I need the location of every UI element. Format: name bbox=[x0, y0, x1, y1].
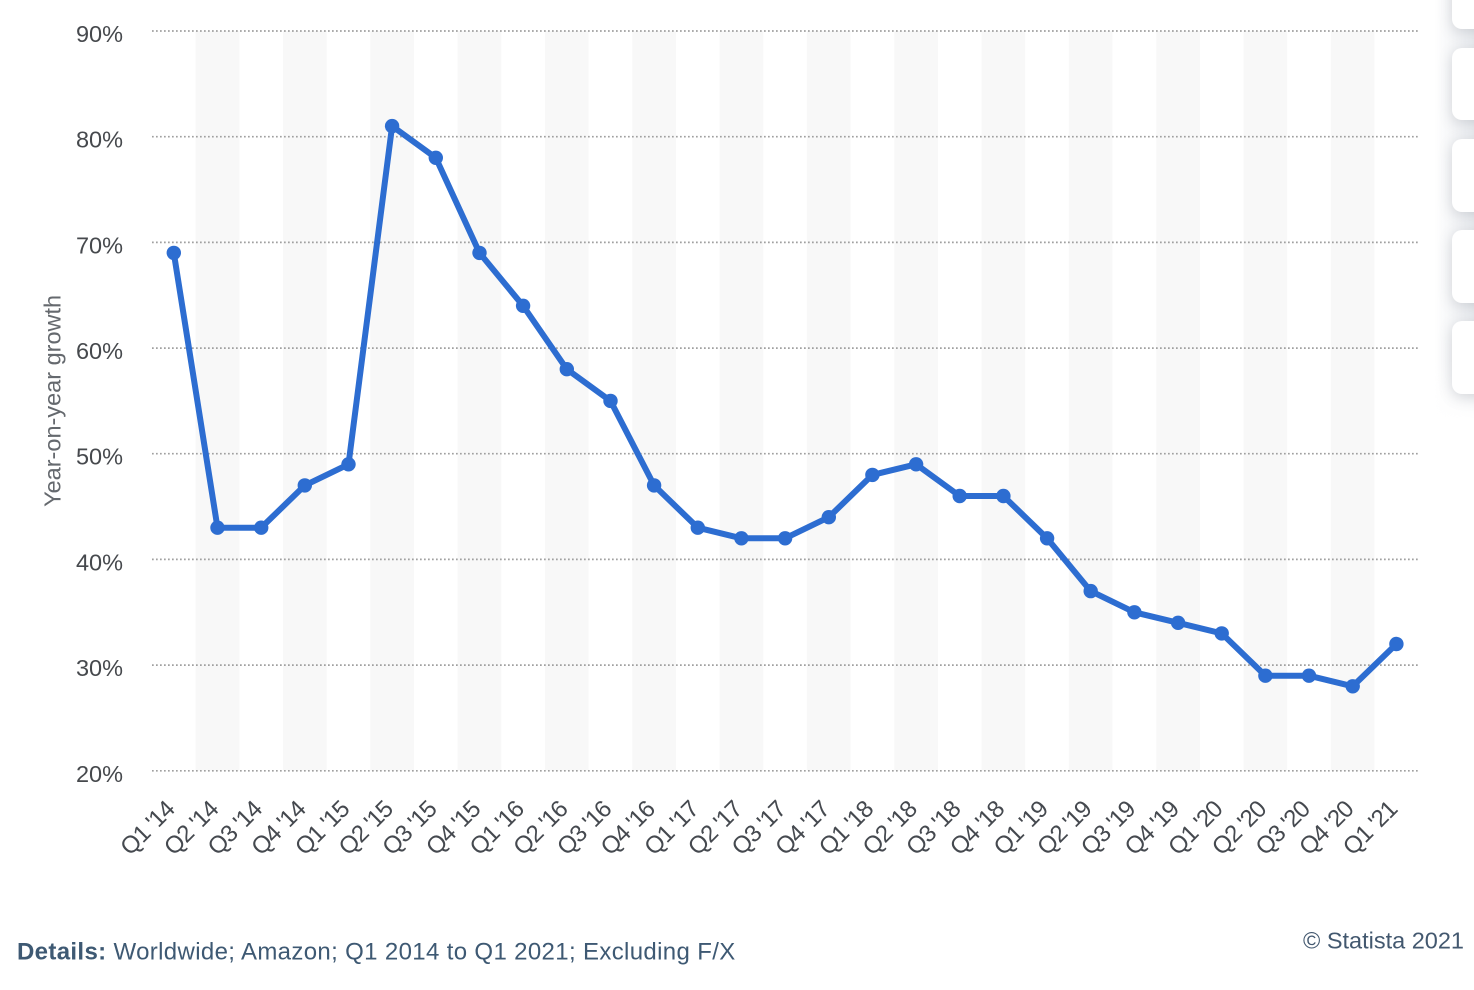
svg-text:70%: 70% bbox=[76, 232, 123, 258]
svg-text:40%: 40% bbox=[76, 549, 123, 575]
svg-text:50%: 50% bbox=[76, 444, 123, 470]
svg-text:© Statista 2021: © Statista 2021 bbox=[1303, 928, 1464, 954]
svg-text:20%: 20% bbox=[76, 761, 123, 787]
svg-text:60%: 60% bbox=[76, 338, 123, 364]
svg-text:Year-on-year growth: Year-on-year growth bbox=[40, 295, 66, 507]
svg-text:90%: 90% bbox=[76, 21, 123, 47]
svg-text:Details: Worldwide; Amazon; Q1: Details: Worldwide; Amazon; Q1 2014 to Q… bbox=[17, 939, 736, 966]
svg-text:30%: 30% bbox=[76, 655, 123, 681]
svg-text:80%: 80% bbox=[76, 127, 123, 153]
